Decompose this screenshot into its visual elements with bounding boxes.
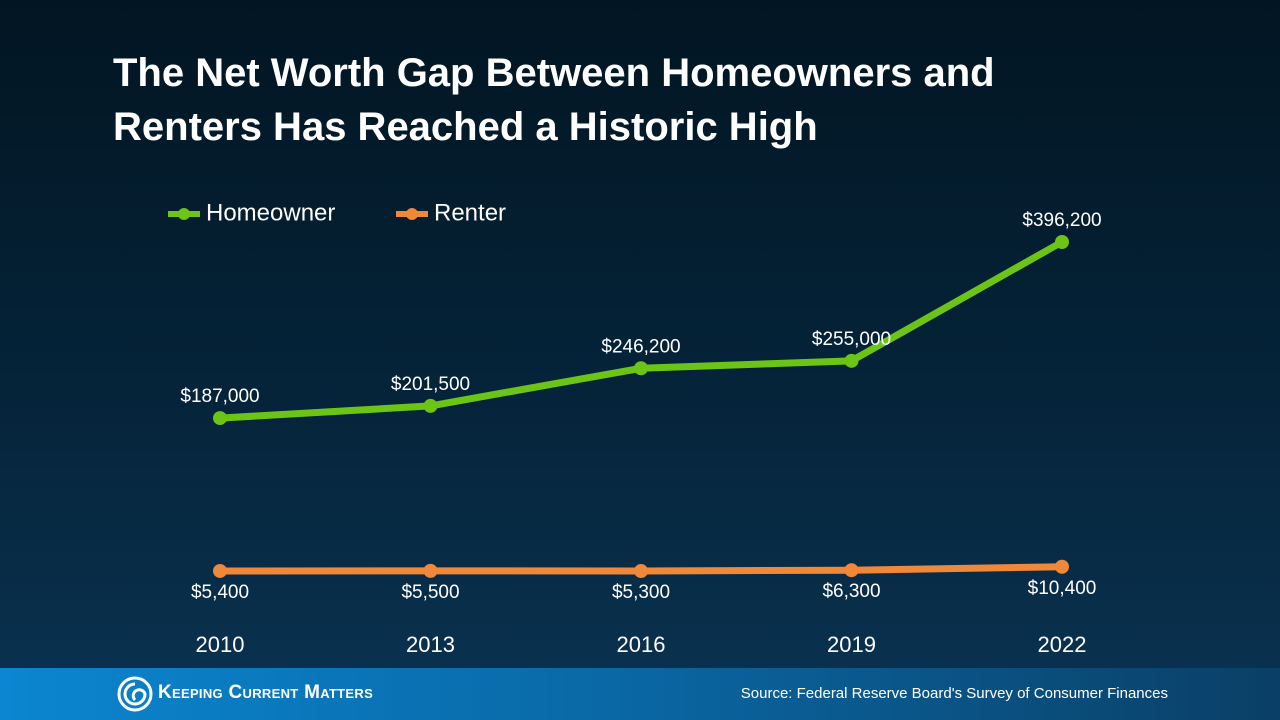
data-point <box>423 563 438 578</box>
data-label: $10,400 <box>1028 578 1097 599</box>
data-point <box>634 564 648 579</box>
x-tick-label: 2010 <box>196 632 245 657</box>
data-point <box>213 411 227 426</box>
data-point <box>844 353 859 368</box>
data-point <box>423 398 438 413</box>
x-tick-label: 2016 <box>617 632 666 657</box>
data-label: $246,200 <box>601 336 680 357</box>
data-label: $396,200 <box>1022 210 1101 231</box>
data-label: $6,300 <box>822 581 880 602</box>
brand-name: Keeping Current Matters <box>158 682 374 703</box>
chart: 2010 2013 2016 2019 2022 Homeowner Renter $187,… <box>168 199 1101 657</box>
data-label: $201,500 <box>391 374 470 395</box>
legend-marker <box>406 208 418 220</box>
x-tick-label: 2013 <box>406 632 455 657</box>
data-label: $5,300 <box>612 582 670 603</box>
footer: Keeping Current Matters Source: Federal … <box>0 668 1280 720</box>
data-point <box>213 563 227 578</box>
legend-marker <box>178 208 190 220</box>
data-point <box>634 361 648 376</box>
data-label: $187,000 <box>180 386 259 407</box>
x-tick-label: 2019 <box>827 632 876 657</box>
data-label: $5,400 <box>191 582 249 603</box>
data-point <box>1055 235 1069 249</box>
legend-label: Renter <box>434 199 506 226</box>
data-point <box>844 563 859 578</box>
legend-label: Homeowner <box>206 199 335 226</box>
data-label: $5,500 <box>401 582 459 603</box>
source-note: Source: Federal Reserve Board's Survey o… <box>740 685 1168 702</box>
series-line <box>219 238 1064 422</box>
data-label: $255,000 <box>812 329 891 350</box>
x-tick-label: 2022 <box>1038 632 1087 657</box>
data-point <box>1055 559 1069 574</box>
brand-logo <box>117 676 153 712</box>
chart-title: The Net Worth Gap Between Homeowners and… <box>113 51 995 149</box>
